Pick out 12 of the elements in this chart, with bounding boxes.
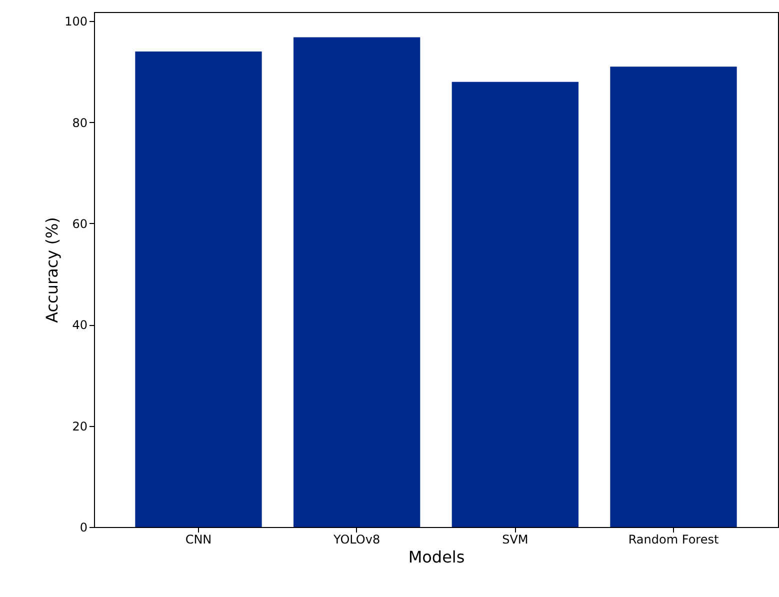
x-tick-label: CNN <box>185 532 212 546</box>
x-tick-label: YOLOv8 <box>332 532 380 546</box>
y-tick-label: 0 <box>80 520 88 534</box>
x-tick-label: SVM <box>502 532 528 546</box>
y-tick-label: 60 <box>72 216 88 231</box>
y-axis-title: Accuracy (%) <box>42 217 62 323</box>
y-tick-label: 80 <box>72 116 88 130</box>
x-tick-label: Random Forest <box>628 532 719 546</box>
x-axis-title: Models <box>408 548 465 566</box>
y-tick-label: 20 <box>72 419 88 434</box>
y-tick-label: 40 <box>72 318 88 332</box>
y-tick-label: 100 <box>64 14 88 29</box>
